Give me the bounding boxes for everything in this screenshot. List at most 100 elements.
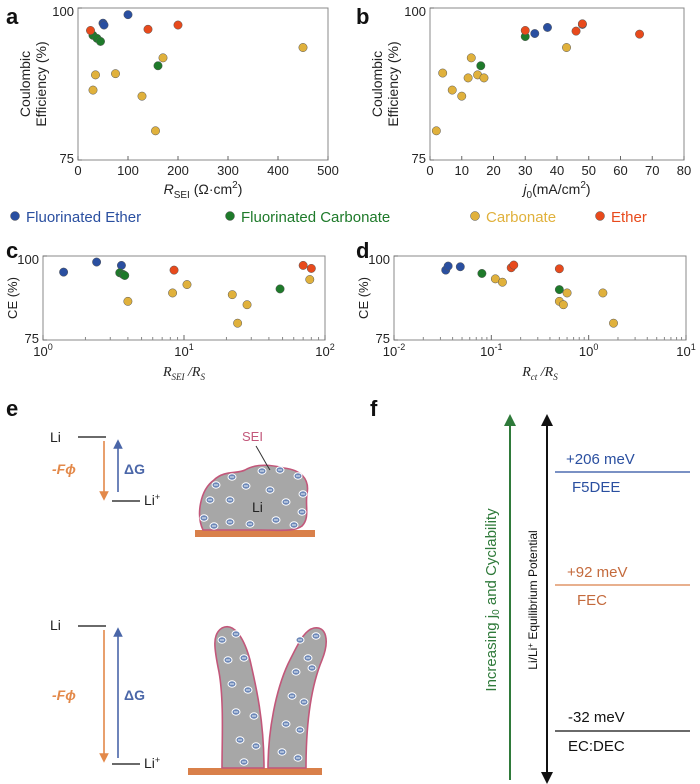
data-point-a-carbonate	[88, 85, 98, 95]
data-point-b-ether	[571, 26, 581, 36]
panel-letter-d: d	[356, 238, 369, 263]
plot-frame-d	[393, 255, 687, 341]
data-point-c-carbonate	[233, 318, 243, 328]
panel-letter-c: c	[6, 238, 18, 263]
legend-label-fluorinated-carbonate: Fluorinated Carbonate	[241, 209, 390, 226]
dendrite-right	[267, 627, 327, 769]
x-tick-label-b: 0	[426, 163, 433, 178]
panel-e-diagram: Li Li+ -Fϕ ΔG Li SEI Li Li+ -Fϕ ΔG	[50, 429, 327, 775]
level-value-ecdec: -32 meV	[568, 709, 625, 726]
data-point-a-carbonate	[137, 91, 147, 101]
li-label-top: Li	[50, 429, 61, 445]
sei-pointer	[255, 445, 271, 471]
sei-ions-dendrite	[217, 630, 321, 766]
data-point-d-carbonate	[562, 288, 572, 298]
data-point-d-fluorinated-ether	[443, 261, 453, 271]
x-tick-label-b: 60	[613, 163, 627, 178]
x-tick-label-d: 101	[676, 342, 695, 359]
electrode-bottom	[188, 768, 322, 775]
level-name-ecdec: EC:DEC	[568, 738, 625, 755]
delta-g-label-top: ΔG	[124, 461, 145, 477]
sei-label: SEI	[242, 429, 263, 444]
data-point-a-ether	[143, 24, 153, 34]
plot-frame-c	[42, 255, 326, 341]
data-point-b-ether	[520, 26, 530, 35]
data-point-d-carbonate	[609, 318, 618, 328]
equilibrium-potential-label: Li/Li+ Equilibrium Potential	[526, 530, 540, 669]
data-point-b-fluorinated-ether	[530, 29, 540, 38]
data-point-b-carbonate	[562, 43, 571, 52]
data-point-c-ether	[298, 260, 308, 270]
x-tick-label-d: 100	[579, 342, 598, 359]
panel-letter-a: a	[6, 4, 19, 29]
data-point-c-fluorinated-ether	[59, 267, 69, 277]
x-tick-label-d: 10-2	[383, 342, 405, 359]
data-point-a-carbonate	[111, 69, 120, 79]
li-ion-label-bottom: Li+	[144, 755, 160, 771]
y-axis-label-d: CE (%)	[356, 277, 371, 319]
data-point-a-ether	[86, 26, 95, 35]
y-axis-label-b: Efficiency (%)	[385, 41, 401, 126]
data-point-c-fluorinated-carbonate	[120, 271, 130, 280]
data-point-a-fluorinated-ether	[123, 10, 133, 20]
data-point-b-carbonate	[479, 73, 489, 83]
data-point-b-carbonate	[466, 53, 476, 63]
y-tick-label-a: 75	[60, 151, 74, 166]
sei-ions-compact	[199, 466, 308, 530]
x-tick-label-a: 100	[117, 163, 139, 178]
data-point-c-carbonate	[168, 288, 178, 298]
data-point-d-carbonate	[558, 300, 568, 310]
li-inside-label: Li	[252, 499, 263, 515]
chart-b: 75 100 0 10 20 30 40 50 60 70 80 Coulombic Efficienc…	[369, 4, 691, 201]
y-tick-label-b: 75	[412, 151, 426, 166]
data-point-a-ether	[173, 20, 183, 30]
data-point-b-carbonate	[447, 85, 457, 95]
panel-letter-f: f	[370, 396, 378, 421]
data-point-a-carbonate	[151, 126, 160, 136]
data-point-d-ether	[509, 260, 519, 270]
chart-a: 75 100 0 100 200 300 400 500 Coulombic Efficiency…	[17, 4, 339, 201]
x-tick-label-b: 30	[518, 163, 532, 178]
data-point-a-carbonate	[158, 53, 168, 63]
x-tick-label-b: 40	[550, 163, 564, 178]
panel-letter-b: b	[356, 4, 369, 29]
data-point-c-carbonate	[305, 275, 315, 284]
data-point-c-carbonate	[182, 280, 192, 290]
legend-marker-carbonate	[470, 211, 480, 221]
data-point-c-fluorinated-carbonate	[275, 284, 285, 294]
data-point-b-carbonate	[431, 126, 441, 136]
data-point-b-carbonate	[438, 68, 448, 78]
x-tick-label-a: 0	[74, 163, 81, 178]
data-point-c-carbonate	[227, 290, 237, 300]
data-point-d-fluorinated-carbonate	[477, 269, 487, 278]
data-point-b-fluorinated-carbonate	[476, 61, 486, 71]
y-tick-label-d: 100	[368, 252, 390, 267]
legend-marker-fluorinated-carbonate	[225, 211, 235, 221]
data-point-c-ether	[306, 263, 316, 273]
data-point-d-carbonate	[497, 277, 507, 287]
data-point-c-ether	[169, 265, 179, 275]
neg-f-phi-label-top: -Fϕ	[52, 461, 76, 477]
x-tick-label-c: 101	[174, 342, 193, 359]
plot-frame-a	[77, 7, 329, 161]
level-name-f5dee: F5DEE	[572, 479, 620, 496]
data-point-c-fluorinated-ether	[116, 260, 126, 270]
x-tick-label-b: 80	[677, 163, 691, 178]
legend-label-fluorinated-ether: Fluorinated Ether	[26, 209, 141, 226]
x-axis-label-b: j0(mA/cm2)	[521, 180, 590, 201]
data-point-a-fluorinated-carbonate	[153, 61, 163, 71]
data-point-b-carbonate	[457, 91, 467, 101]
green-arrow-label: Increasing j0 and Cyclability	[483, 508, 502, 692]
data-point-c-carbonate	[242, 300, 252, 310]
data-point-a-fluorinated-ether	[99, 20, 109, 30]
x-tick-label-b: 70	[645, 163, 659, 178]
li-ion-label-top: Li+	[144, 492, 160, 508]
data-point-c-carbonate	[123, 296, 133, 306]
y-tick-label-d: 75	[376, 331, 390, 346]
data-point-b-ether	[635, 29, 644, 39]
legend: Fluorinated Ether Fluorinated Carbonate Ca…	[10, 209, 647, 226]
delta-g-label-bottom: ΔG	[124, 687, 145, 703]
x-tick-label-a: 500	[317, 163, 339, 178]
legend-marker-ether	[595, 211, 605, 221]
